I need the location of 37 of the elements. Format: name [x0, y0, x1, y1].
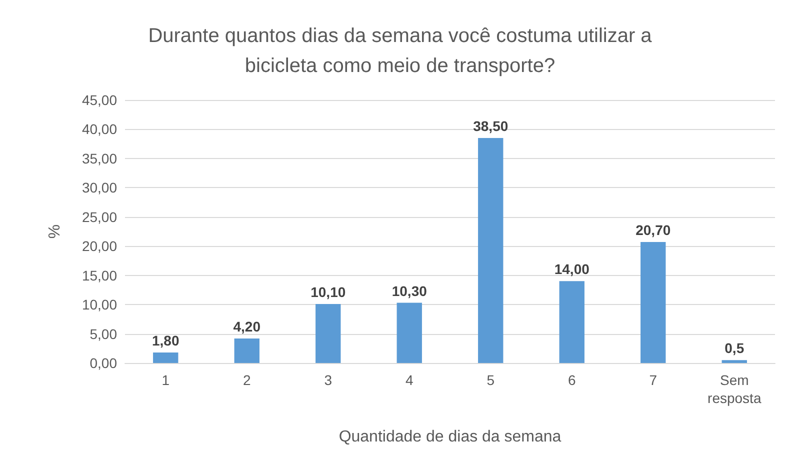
bar [316, 304, 341, 363]
y-tick-label: 10,00 [82, 296, 118, 313]
y-axis-title: % [46, 224, 64, 239]
bar [234, 338, 260, 363]
y-tick-label: 40,00 [82, 121, 118, 138]
bar [396, 302, 422, 363]
x-axis-title: Quantidade de dias da semana [338, 428, 562, 446]
x-tick-label: Sem resposta [708, 372, 762, 406]
data-label: 10,10 [310, 284, 346, 300]
bar [722, 360, 747, 363]
bar [478, 138, 504, 363]
y-tick-label: 45,00 [82, 92, 118, 108]
x-tick-label: 3 [324, 372, 332, 388]
x-tick-label: 2 [242, 372, 251, 388]
y-tick-label: 30,00 [82, 180, 118, 196]
y-tick-label: 0,00 [90, 355, 118, 371]
data-label: 4,20 [233, 318, 261, 334]
x-tick-label: 1 [162, 372, 170, 388]
x-tick-label: 7 [649, 372, 658, 388]
x-tick-label: 5 [486, 372, 495, 388]
y-tick-label: 20,00 [82, 238, 118, 254]
y-tick-label: 35,00 [82, 150, 118, 166]
chart-title: Durante quantos dias da semana você costuma utilizar a bicicleta como meio de transporte? [148, 25, 653, 77]
x-tick-label: 6 [568, 372, 576, 388]
data-label: 0,5 [724, 340, 744, 356]
bar [153, 352, 178, 363]
data-label: 1,80 [152, 332, 180, 348]
data-label: 10,30 [392, 282, 428, 299]
y-tick-label: 5,00 [90, 326, 118, 342]
bar [640, 242, 666, 363]
data-label: 14,00 [554, 261, 590, 278]
data-label: 38,50 [473, 118, 508, 134]
y-tick-label: 25,00 [82, 208, 118, 225]
y-tick-label: 15,00 [82, 267, 118, 284]
x-tick-label: 4 [405, 372, 414, 388]
data-label: 20,70 [636, 222, 671, 238]
bar [559, 281, 584, 363]
